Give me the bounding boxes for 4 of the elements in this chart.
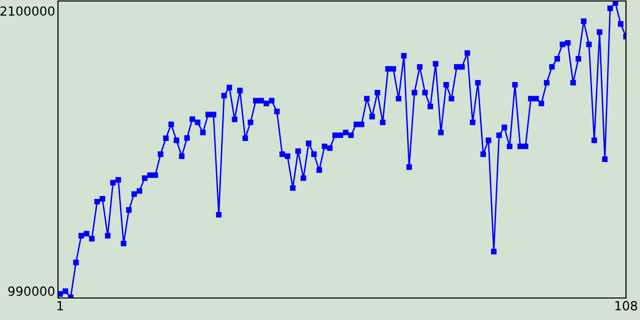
x-tick-label: 1 <box>58 301 63 310</box>
y-tick-label: 990000 <box>8 286 54 296</box>
x-tick-label: 108 <box>615 301 638 310</box>
y-tick-label: 2100000 <box>0 6 54 16</box>
